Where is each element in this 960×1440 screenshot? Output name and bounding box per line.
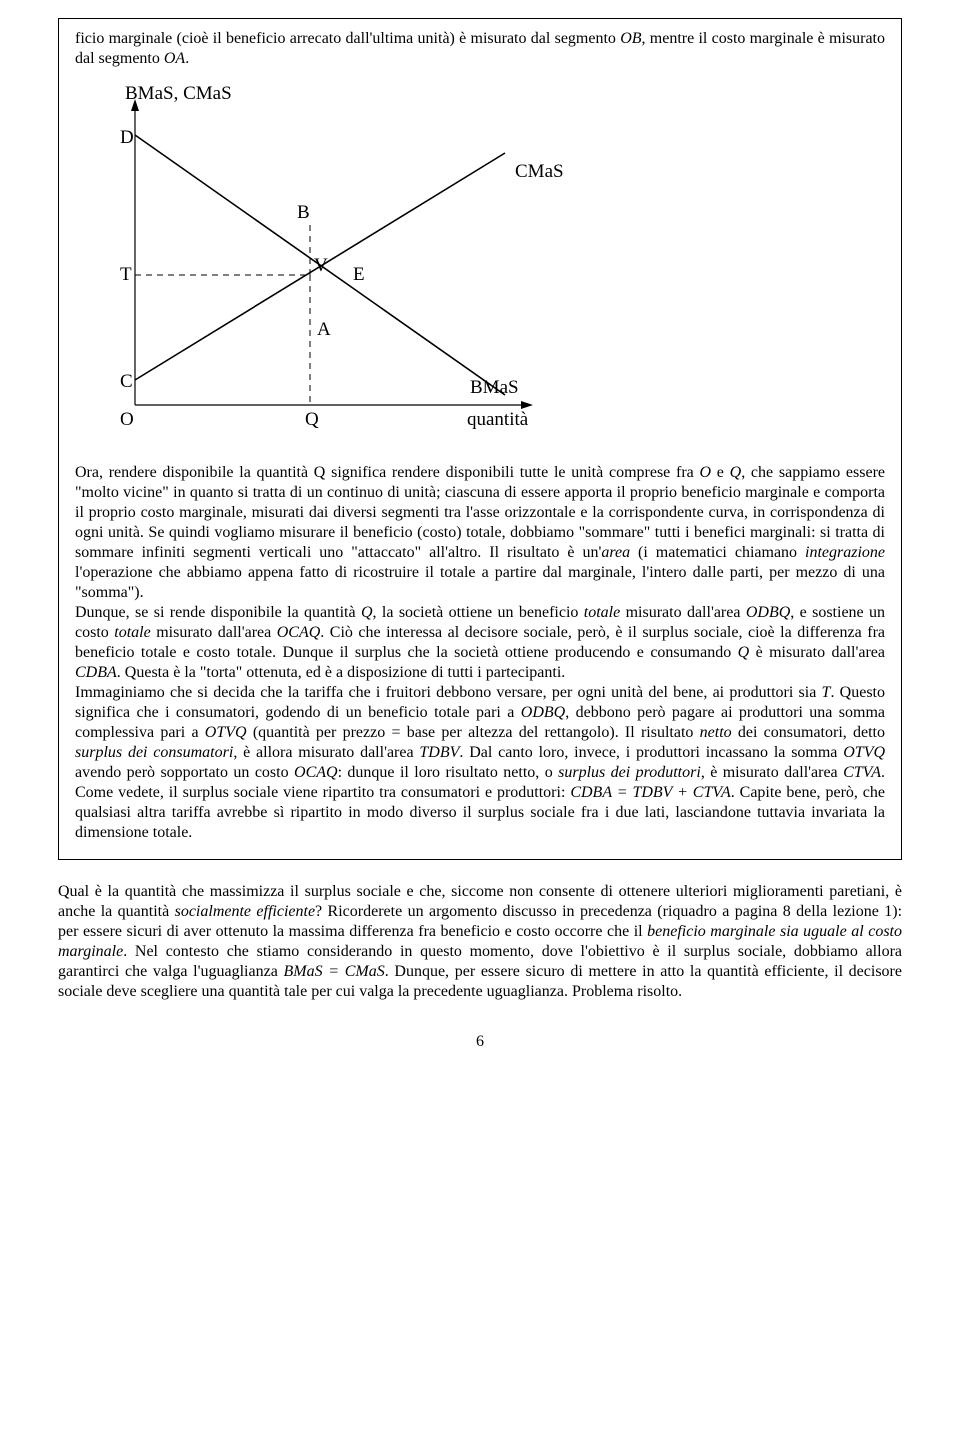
- text: ficio marginale (cioè il beneficio arrec…: [75, 30, 620, 47]
- text: misurato dall'area: [620, 604, 746, 621]
- label-bmas: BMaS: [470, 377, 519, 398]
- axis-label-y: BMaS, CMaS: [125, 83, 232, 104]
- text-italic: CTVA: [843, 764, 881, 781]
- diagram-svg: BMaS, CMaS D B CMaS: [85, 75, 605, 445]
- label-v: V: [314, 255, 328, 276]
- text: e: [711, 464, 730, 481]
- text: Ora, rendere disponibile la quantità Q s…: [75, 464, 700, 481]
- paragraph-1: Ora, rendere disponibile la quantità Q s…: [75, 463, 885, 603]
- label-t: T: [120, 264, 132, 285]
- paragraph-3: Immaginiamo che si decida che la tariffa…: [75, 683, 885, 843]
- outside-paragraph: Qual è la quantità che massimizza il sur…: [58, 882, 902, 1002]
- paragraph-2: Dunque, se si rende disponibile la quant…: [75, 603, 885, 683]
- text: , è misurato dall'area: [701, 764, 843, 781]
- axis-label-x: quantità: [467, 409, 529, 430]
- boxed-section: ficio marginale (cioè il beneficio arrec…: [58, 18, 902, 860]
- intro-paragraph: ficio marginale (cioè il beneficio arrec…: [75, 29, 885, 69]
- text-italic: OTVQ: [843, 744, 885, 761]
- label-cmas: CMaS: [515, 161, 564, 182]
- text-italic: surplus dei consumatori: [75, 744, 233, 761]
- text-italic: OB: [620, 30, 641, 47]
- text-italic: ODBQ: [746, 604, 790, 621]
- text-italic: CDBA = TDBV + CTVA: [570, 784, 730, 801]
- text-italic: OCAQ: [277, 624, 321, 641]
- text: : dunque il loro risultato netto, o: [338, 764, 559, 781]
- text-italic: netto: [700, 724, 732, 741]
- text-italic: area: [601, 544, 630, 561]
- text-italic: integrazione: [805, 544, 885, 561]
- label-a: A: [317, 319, 331, 340]
- text-italic: ODBQ: [521, 704, 565, 721]
- label-b: B: [297, 202, 310, 223]
- text-italic: Q: [738, 644, 750, 661]
- text-italic: surplus dei produttori: [558, 764, 701, 781]
- page-number: 6: [58, 1032, 902, 1052]
- text-italic: OTVQ: [205, 724, 247, 741]
- text-italic: OCAQ: [294, 764, 338, 781]
- text: Immaginiamo che si decida che la tariffa…: [75, 684, 822, 701]
- text-italic: TDBV: [419, 744, 459, 761]
- text-italic: CDBA: [75, 664, 117, 681]
- text: l'operazione che abbiamo appena fatto di…: [75, 564, 885, 601]
- text: . Questa è la "torta" ottenuta, ed è a d…: [117, 664, 565, 681]
- text: .: [185, 50, 189, 67]
- text: avendo però sopportato un costo: [75, 764, 294, 781]
- text-italic: Q: [730, 464, 742, 481]
- text: , la società ottiene un beneficio: [373, 604, 584, 621]
- text: dei consumatori, detto: [732, 724, 885, 741]
- label-d: D: [120, 127, 134, 148]
- label-o: O: [120, 409, 134, 430]
- label-e: E: [353, 264, 365, 285]
- page: ficio marginale (cioè il beneficio arrec…: [0, 0, 960, 1072]
- text: , è allora misurato dall'area: [233, 744, 419, 761]
- text-italic: BMaS = CMaS: [283, 963, 384, 980]
- label-c: C: [120, 371, 133, 392]
- text: è misurato dall'area: [749, 644, 885, 661]
- text-italic: totale: [584, 604, 620, 621]
- text-italic: OA: [164, 50, 185, 67]
- text: . Dal canto loro, invece, i produttori i…: [459, 744, 843, 761]
- label-q: Q: [305, 409, 319, 430]
- text: (quantità per prezzo = base per altezza …: [247, 724, 700, 741]
- text-italic: Q: [361, 604, 373, 621]
- x-axis-arrow: [521, 401, 533, 409]
- text-italic: socialmente efficiente: [175, 903, 315, 920]
- text: Dunque, se si rende disponibile la quant…: [75, 604, 361, 621]
- text: misurato dall'area: [151, 624, 277, 641]
- economics-diagram: BMaS, CMaS D B CMaS: [75, 75, 885, 451]
- text-italic: totale: [114, 624, 150, 641]
- text-italic: O: [700, 464, 712, 481]
- text: (i matematici chiamano: [630, 544, 805, 561]
